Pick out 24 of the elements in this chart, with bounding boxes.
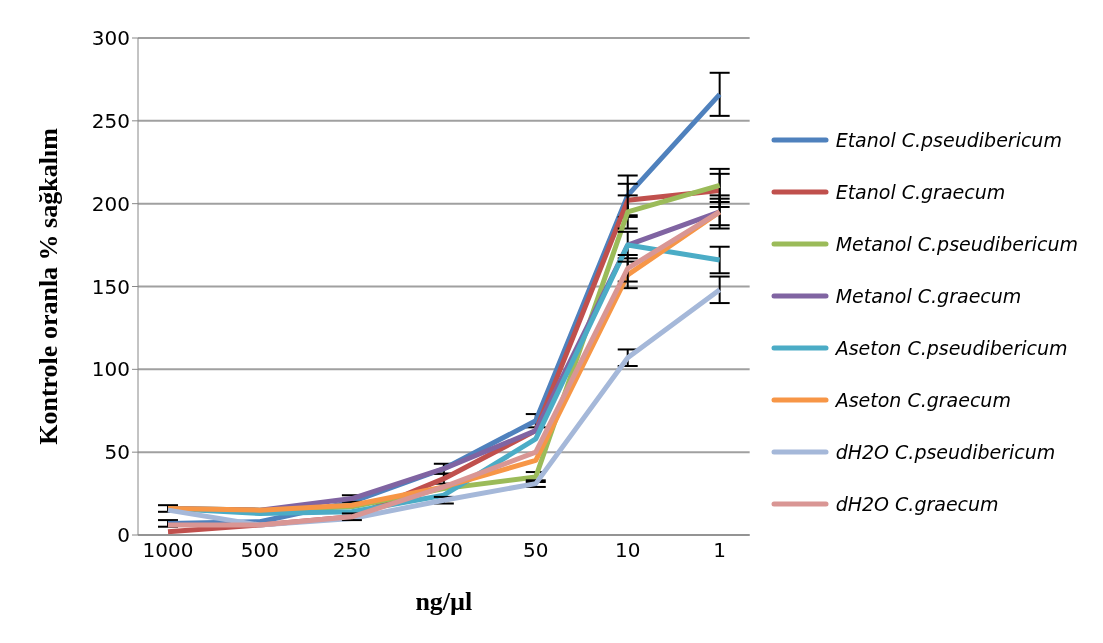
y-tick-label: 150	[91, 274, 130, 299]
legend-label: Aseton C.pseudibericum	[835, 336, 1068, 359]
x-tick-label: 10	[614, 538, 641, 563]
legend-label: dH2O C.graecum	[835, 492, 999, 515]
y-tick-label: 250	[91, 108, 130, 133]
y-axis-title: Kontrole oranla % sağkalım	[34, 127, 64, 445]
legend-label: Etanol C.pseudibericum	[835, 128, 1062, 151]
x-tick-label: 500	[240, 538, 280, 563]
y-tick-label: 0	[117, 523, 130, 548]
x-axis-title: ng/µl	[415, 587, 473, 616]
x-tick-label: 250	[332, 538, 371, 563]
x-tick-label: 1000	[142, 538, 194, 563]
x-tick-label: 50	[523, 538, 549, 563]
x-tick-label: 1	[713, 538, 727, 563]
legend-label: Etanol C.graecum	[835, 180, 1006, 203]
y-tick-label: 300	[91, 26, 130, 51]
legend-label: Metanol C.graecum	[835, 284, 1022, 307]
x-tick-label: 100	[424, 538, 463, 563]
legend-label: dH2O C.pseudibericum	[835, 440, 1056, 463]
legend-label: Metanol C.pseudibericum	[835, 232, 1078, 255]
legend-label: Aseton C.graecum	[835, 388, 1011, 411]
y-tick-label: 50	[104, 440, 130, 465]
y-tick-label: 100	[91, 357, 130, 382]
y-tick-label: 200	[91, 191, 130, 216]
